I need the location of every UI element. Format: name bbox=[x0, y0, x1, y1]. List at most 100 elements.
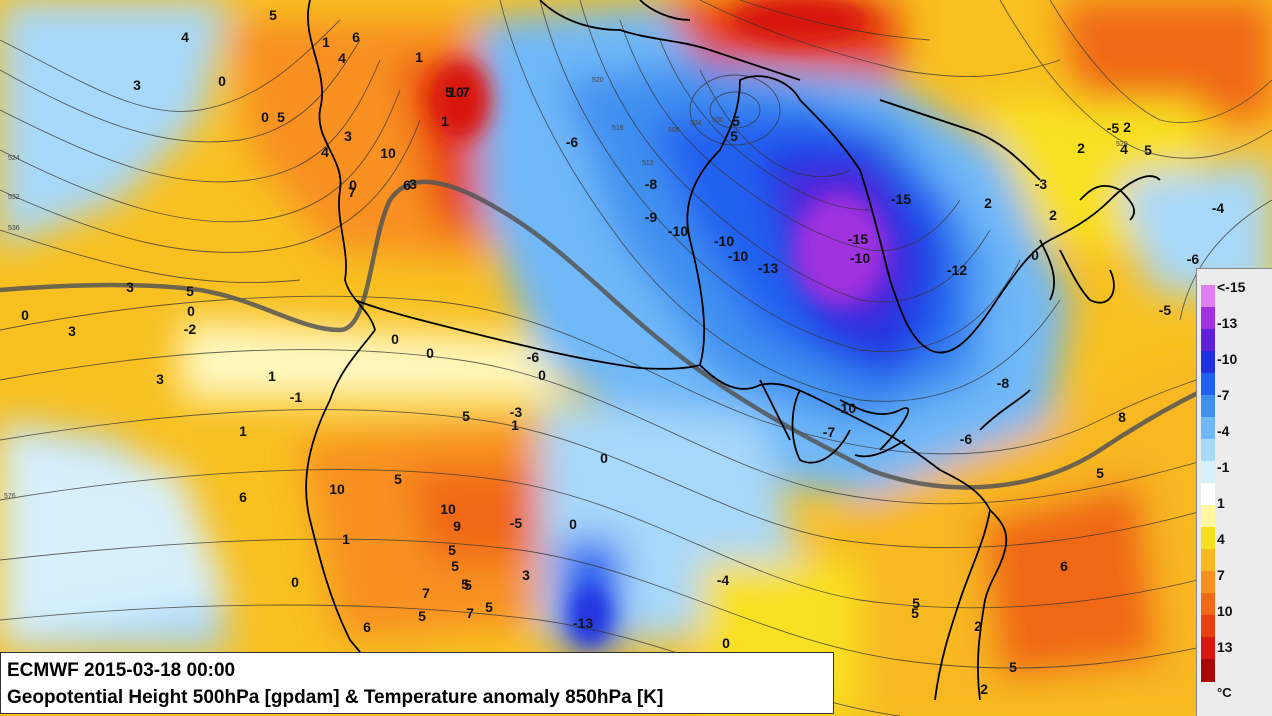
legend-tick: -13 bbox=[1217, 315, 1238, 331]
height-label: 536 bbox=[8, 225, 20, 232]
legend-swatch bbox=[1201, 615, 1215, 638]
anomaly-label: 4 bbox=[1120, 141, 1128, 157]
anomaly-label: 0 bbox=[218, 73, 226, 89]
anomaly-label: 5 bbox=[186, 283, 194, 299]
anomaly-label: 3 bbox=[522, 567, 530, 583]
anomaly-label: 4 bbox=[338, 50, 346, 66]
anomaly-label: 5 bbox=[445, 84, 453, 100]
height-label: 520 bbox=[592, 77, 604, 84]
anomaly-label: -15 bbox=[848, 231, 868, 247]
legend-tick: 7 bbox=[1217, 567, 1225, 583]
legend-swatch bbox=[1201, 307, 1215, 330]
legend-swatch bbox=[1201, 659, 1215, 682]
legend-swatch bbox=[1201, 461, 1215, 484]
legend-swatch bbox=[1201, 285, 1215, 308]
anomaly-label: 10 bbox=[440, 501, 456, 517]
anomaly-label: 5 bbox=[461, 576, 469, 592]
legend-tick: <-15 bbox=[1217, 279, 1246, 295]
anomaly-label: 7 bbox=[348, 184, 356, 200]
anomaly-label: 5 bbox=[277, 109, 285, 125]
anomaly-label: 0 bbox=[538, 367, 546, 383]
anomaly-label: 0 bbox=[349, 177, 357, 193]
legend-swatch bbox=[1201, 483, 1215, 506]
anomaly-label: 1 bbox=[239, 423, 247, 439]
legend-swatch bbox=[1201, 571, 1215, 594]
anomaly-label: 5 bbox=[1009, 659, 1017, 675]
legend-swatch bbox=[1201, 549, 1215, 572]
legend-tick: -7 bbox=[1217, 387, 1230, 403]
anomaly-label: -5 bbox=[1107, 120, 1120, 136]
anomaly-label: 0 bbox=[722, 635, 730, 651]
anomaly-label: 2 bbox=[1049, 207, 1057, 223]
anomaly-label: 0 bbox=[569, 516, 577, 532]
height-label: 524 bbox=[8, 155, 20, 162]
anomaly-label: 3 bbox=[126, 279, 134, 295]
height-label: 520 bbox=[1116, 141, 1128, 148]
anomaly-label: -8 bbox=[645, 176, 658, 192]
anomaly-label: -1 bbox=[290, 389, 303, 405]
anomaly-label: -10 bbox=[728, 248, 748, 264]
map-caption: ECMWF 2015-03-18 00:00 Geopotential Heig… bbox=[0, 652, 834, 714]
anomaly-label: 5 bbox=[732, 113, 740, 129]
anomaly-label: 7 bbox=[462, 84, 470, 100]
height-label: 516 bbox=[612, 125, 624, 132]
anomaly-label: -4 bbox=[717, 572, 730, 588]
anomaly-label: 3 bbox=[344, 128, 352, 144]
anomaly-label: 3 bbox=[409, 176, 417, 192]
reference-contour-line bbox=[0, 179, 1272, 490]
caption-subtitle: Geopotential Height 500hPa [gpdam] & Tem… bbox=[7, 687, 664, 708]
anomaly-label: -13 bbox=[758, 260, 778, 276]
legend-swatch bbox=[1201, 329, 1215, 352]
legend-swatch bbox=[1201, 351, 1215, 374]
anomaly-label: 0 bbox=[426, 345, 434, 361]
anomaly-label: 0 bbox=[187, 303, 195, 319]
anomaly-label: 0 bbox=[291, 574, 299, 590]
anomaly-label: -9 bbox=[645, 209, 658, 225]
anomaly-label: 1 bbox=[511, 417, 519, 433]
anomaly-label: 5 bbox=[394, 471, 402, 487]
anomaly-label: 2 bbox=[1077, 140, 1085, 156]
height-label: 512 bbox=[642, 160, 654, 167]
anomaly-label: -5 bbox=[1159, 302, 1172, 318]
anomaly-label: 5 bbox=[912, 595, 920, 611]
anomaly-label: 0 bbox=[21, 307, 29, 323]
legend-swatch bbox=[1201, 373, 1215, 396]
anomaly-label: 10 bbox=[329, 481, 345, 497]
anomaly-label: 2 bbox=[980, 681, 988, 697]
anomaly-label: 0 bbox=[261, 109, 269, 125]
anomaly-label: 5 bbox=[485, 599, 493, 615]
anomaly-label: 6 bbox=[1060, 558, 1068, 574]
anomaly-label: 5 bbox=[1144, 142, 1152, 158]
legend-swatch bbox=[1201, 417, 1215, 440]
legend-tick: -4 bbox=[1217, 423, 1230, 439]
anomaly-label: 4 bbox=[321, 144, 329, 160]
legend-tick: 4 bbox=[1217, 531, 1225, 547]
anomaly-label: -6 bbox=[1187, 251, 1200, 267]
anomaly-label: 5 bbox=[911, 605, 919, 621]
height-label: 500 bbox=[712, 117, 724, 124]
anomaly-label: -2 bbox=[184, 321, 197, 337]
legend-swatch bbox=[1201, 527, 1215, 550]
anomaly-label: 3 bbox=[68, 323, 76, 339]
anomaly-label: -3 bbox=[1035, 176, 1048, 192]
legend-tick: 1 bbox=[1217, 495, 1225, 511]
anomaly-label: 5 bbox=[730, 128, 738, 144]
anomaly-label: 5 bbox=[462, 408, 470, 424]
anomaly-label: -10 bbox=[714, 233, 734, 249]
anomaly-label: 2 bbox=[1123, 119, 1131, 135]
anomaly-label: -4 bbox=[1212, 200, 1225, 216]
anomaly-label: 4 bbox=[181, 29, 189, 45]
legend-swatch bbox=[1201, 395, 1215, 418]
anomaly-label: 1 bbox=[268, 368, 276, 384]
anomaly-label: -13 bbox=[573, 615, 593, 631]
anomaly-label: 7 bbox=[466, 605, 474, 621]
anomaly-label: -6 bbox=[960, 431, 973, 447]
anomaly-label: 5 bbox=[451, 558, 459, 574]
anomaly-label: 5 bbox=[448, 542, 456, 558]
anomaly-label: 5 bbox=[418, 608, 426, 624]
anomaly-label: -5 bbox=[510, 515, 523, 531]
anomaly-label: 6 bbox=[352, 29, 360, 45]
